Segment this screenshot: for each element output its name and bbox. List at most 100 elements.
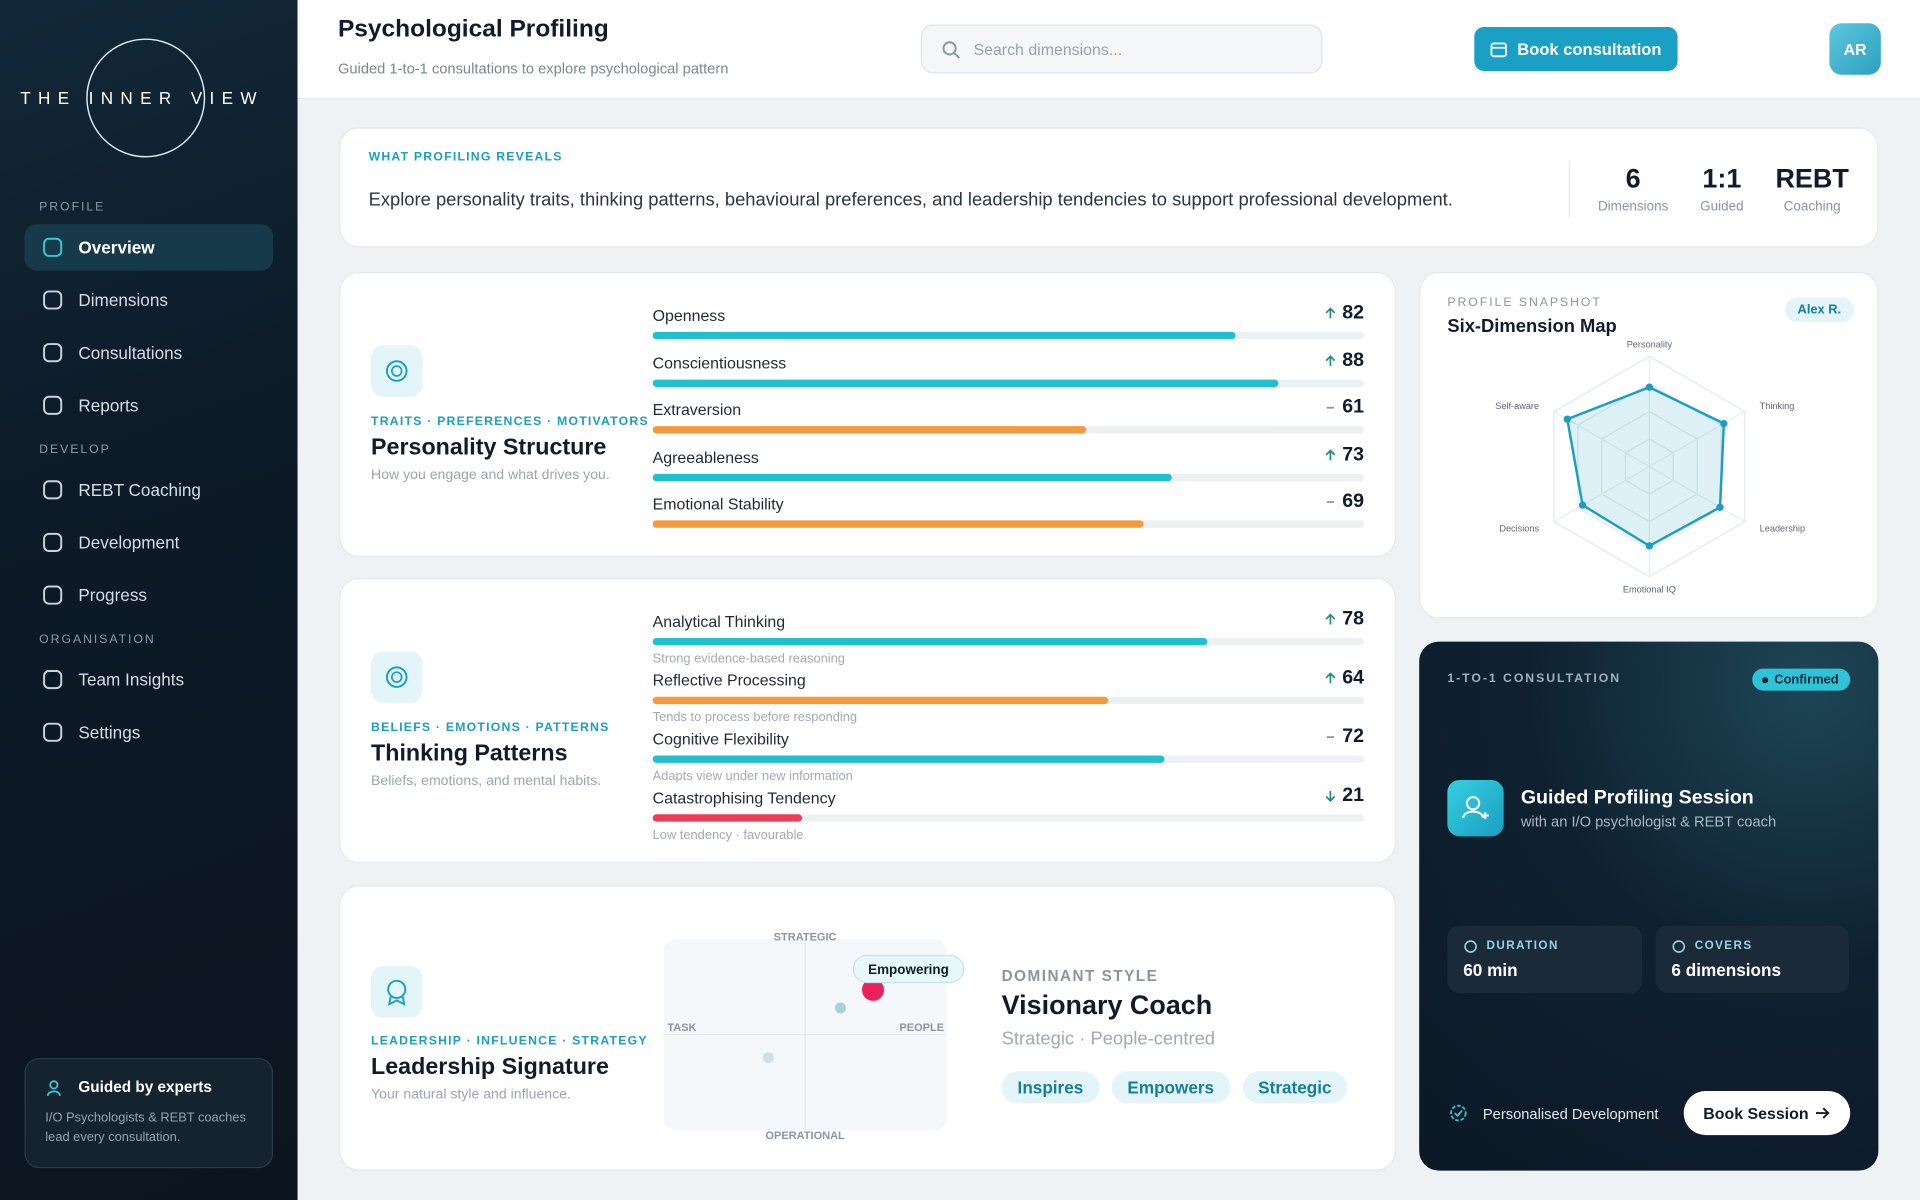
metric-name: Extraversion — [652, 400, 742, 420]
calendar-icon — [1490, 42, 1508, 58]
nav-item[interactable]: Overview — [24, 224, 274, 271]
stat: 1:1 Guided — [1700, 163, 1743, 214]
point — [762, 1052, 774, 1064]
badge: Alex R. — [1785, 297, 1854, 323]
metric-bar — [652, 755, 1165, 763]
nav-icon — [43, 532, 63, 553]
metric-value-wrap: 73 — [1325, 444, 1364, 466]
metric-note: Adapts view under new information — [652, 768, 853, 784]
search[interactable]: Search dimensions... — [920, 24, 1323, 74]
axis-label: Decisions — [1499, 523, 1539, 533]
nav: PROFILE Overview Dimensions Consultations Re… — [24, 186, 274, 762]
expert-title: Guided by experts — [78, 1078, 212, 1096]
detail-box: COVERS 6 dimensions — [1655, 925, 1849, 994]
axis-label: PEOPLE — [899, 1022, 944, 1034]
radar-chart: Personality Thinking Leadership Emotional I… — [1495, 340, 1805, 595]
metric-track — [652, 520, 1365, 529]
snapshot-card: PROFILE SNAPSHOT Six-Dimension Map Alex … — [1419, 271, 1879, 619]
nav-item[interactable]: Progress — [24, 572, 273, 619]
icon-shape — [43, 237, 63, 257]
icon-shape — [43, 532, 63, 553]
trend-icon — [1325, 354, 1336, 366]
metric-value-wrap: 64 — [1325, 667, 1364, 689]
metric-row: Agreeableness 73 — [652, 444, 1365, 491]
icon — [371, 966, 423, 1018]
metric-name: Emotional Stability — [652, 495, 784, 514]
avatar[interactable]: AR — [1829, 23, 1881, 75]
chips: Inspires Empowers Strategic — [1001, 1071, 1348, 1104]
metric-track — [652, 755, 1365, 763]
metric-note: Low tendency · favourable — [652, 827, 804, 843]
metric-name: Openness — [652, 306, 726, 325]
axis-label: Emotional IQ — [1623, 585, 1676, 595]
metric-row: Conscientiousness 88 — [652, 350, 1365, 397]
metric-bar — [652, 814, 803, 822]
trend-icon — [1325, 791, 1336, 803]
axis-label: Leadership — [1760, 523, 1805, 533]
nav-icon — [43, 237, 63, 257]
nav-icon — [43, 722, 63, 742]
radar-area — [1565, 385, 1726, 548]
nav-label: REBT Coaching — [78, 480, 201, 500]
card-title: Leadership Signature — [371, 1054, 609, 1081]
trend-shape — [1325, 791, 1336, 803]
nav-item[interactable]: Dimensions — [24, 277, 273, 324]
metric-value: 21 — [1342, 784, 1365, 806]
nav-label: Dimensions — [78, 290, 168, 310]
metric-track — [652, 426, 1365, 434]
nav-item[interactable]: Team Insights — [24, 656, 273, 703]
radar-point — [1720, 419, 1728, 428]
metric-note: Tends to process before responding — [652, 710, 858, 725]
stats: 6 Dimensions 1:1 Guided REBT Coaching — [1598, 163, 1849, 214]
nav-item[interactable]: Consultations — [24, 329, 273, 376]
dot — [1762, 677, 1769, 684]
consultation-card: 1-TO-1 CONSULTATION Confirmed Guided Pro… — [1419, 641, 1879, 1171]
chip: Strategic — [1242, 1071, 1348, 1104]
detail-label: DURATION — [1486, 939, 1559, 953]
status-text: Confirmed — [1774, 672, 1839, 687]
metric-row: Openness 82 — [652, 302, 1365, 349]
metric-value: 72 — [1342, 726, 1365, 747]
card-title: Thinking Patterns — [371, 740, 568, 767]
tags: TRAITS · PREFERENCES · MOTIVATORS — [371, 415, 649, 429]
icon-shape — [43, 395, 63, 415]
icon-shape — [43, 290, 63, 310]
icon-shape — [1672, 940, 1686, 953]
metric-value-wrap: 69 — [1325, 491, 1364, 513]
stat-value: REBT — [1775, 162, 1849, 194]
point — [861, 978, 885, 1001]
nav-item[interactable]: Development — [24, 519, 273, 566]
metric-name: Reflective Processing — [652, 671, 806, 690]
trend-shape — [1325, 613, 1336, 625]
nav-item[interactable]: Settings — [24, 709, 273, 756]
nav-label: Consultations — [78, 342, 183, 363]
metric-track — [652, 696, 1365, 705]
stat-label: Guided — [1700, 199, 1744, 215]
metric-row: Analytical Thinking 78 Strong evidence-bas… — [652, 609, 1365, 668]
reveal-label: WHAT PROFILING REVEALS — [368, 150, 563, 165]
icon — [46, 1080, 61, 1097]
stat-value: 1:1 — [1702, 162, 1742, 194]
spoke — [1649, 466, 1746, 523]
metric-note: Strong evidence-based reasoning — [652, 651, 845, 667]
book-session[interactable]: Book Session — [1683, 1091, 1851, 1136]
metric-value: 61 — [1342, 396, 1365, 418]
book-button[interactable]: Book consultation — [1474, 26, 1678, 72]
brand: THE INNER VIEW — [20, 88, 264, 108]
metric-name: Catastrophising Tendency — [652, 788, 836, 807]
metric-value: 82 — [1342, 302, 1365, 324]
logo: THE INNER VIEW — [20, 38, 264, 158]
nav-item[interactable]: REBT Coaching — [24, 467, 273, 514]
icon-shape — [43, 670, 63, 690]
metric-value-wrap: 78 — [1325, 609, 1364, 631]
radar-point — [1563, 415, 1571, 423]
nav-item[interactable]: Reports — [24, 382, 273, 429]
metric-bar — [652, 696, 1108, 705]
detail-box: DURATION 60 min — [1447, 925, 1643, 994]
metric-bar — [652, 379, 1279, 387]
radar-point — [1645, 383, 1654, 391]
chip: Empowers — [1111, 1071, 1231, 1104]
metric-bar — [652, 520, 1144, 529]
check-icon — [1450, 1104, 1467, 1122]
